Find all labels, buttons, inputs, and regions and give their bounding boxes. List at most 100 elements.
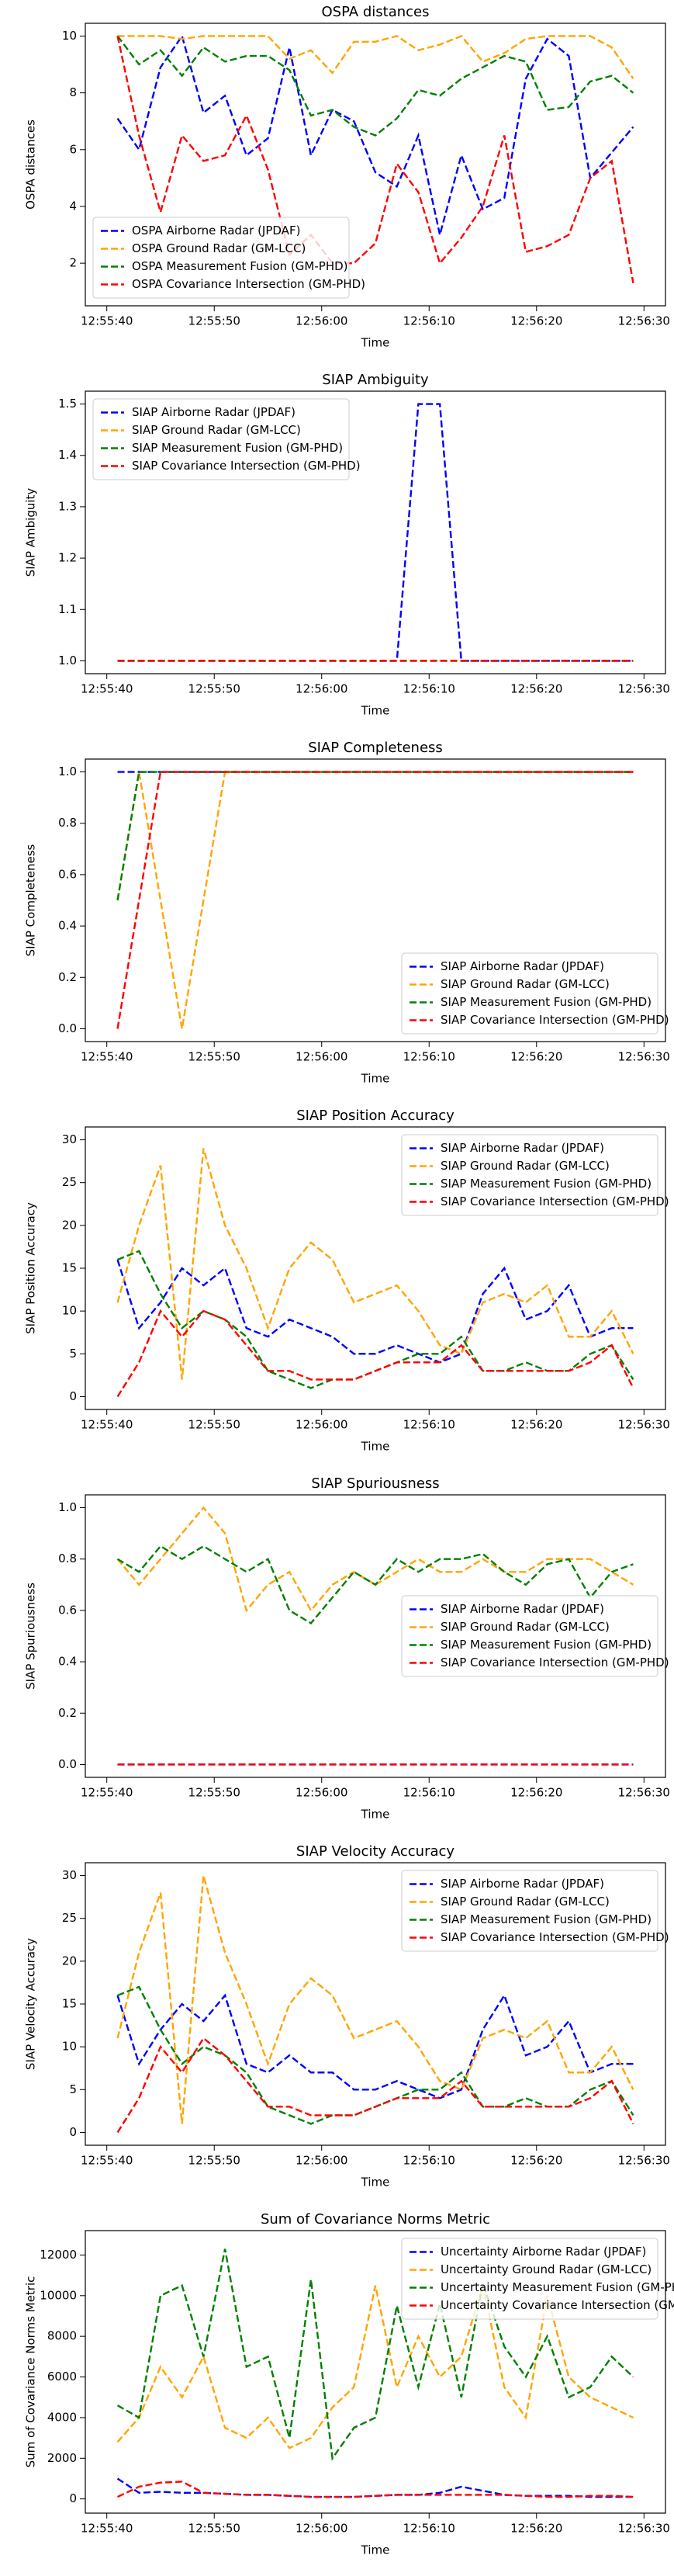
x-tick-label: 12:55:40	[81, 2154, 133, 2168]
y-tick-label: 0.6	[58, 1603, 77, 1617]
y-tick-label: 20	[62, 1218, 77, 1232]
legend-label: SIAP Covariance Intersection (GM-PHD)	[132, 459, 361, 473]
y-tick-label: 4000	[47, 2410, 77, 2424]
y-tick-label: 0	[69, 2125, 77, 2139]
y-tick-label: 25	[62, 1911, 77, 1925]
y-tick-label: 1.3	[58, 499, 77, 513]
y-tick-label: 1.5	[58, 397, 77, 411]
y-tick-label: 0.2	[58, 1706, 77, 1720]
chart-title: Sum of Covariance Norms Metric	[261, 2211, 490, 2228]
y-tick-label: 1.2	[58, 551, 77, 565]
series-line	[116, 1545, 634, 1625]
chart-title: SIAP Ambiguity	[322, 372, 429, 388]
y-tick-label: 12000	[40, 2248, 77, 2262]
legend-label: SIAP Ground Radar (GM-LCC)	[441, 1620, 610, 1634]
y-tick-label: 4	[69, 199, 77, 213]
x-tick-label: 12:56:00	[296, 1786, 347, 1800]
axes-frame	[85, 390, 666, 674]
x-tick-label: 12:55:40	[81, 1050, 133, 1064]
x-tick-label: 12:56:00	[296, 1418, 347, 1432]
legend-box	[401, 2238, 658, 2320]
y-tick-label: 0.4	[58, 1655, 77, 1669]
y-tick-label: 0	[69, 2491, 77, 2505]
y-tick-label: 1.0	[58, 764, 77, 778]
y-tick-label: 8	[69, 85, 77, 99]
x-tick-label: 12:56:10	[403, 314, 455, 328]
y-axis-label: SIAP Spuriousness	[24, 1583, 38, 1690]
x-tick-label: 12:56:10	[403, 1050, 455, 1064]
x-tick-label: 12:56:30	[618, 1786, 670, 1800]
series-line	[116, 36, 634, 283]
y-axis-label: Sum of Covariance Norms Metric	[24, 2276, 38, 2468]
x-axis-label: Time	[361, 704, 390, 718]
legend-label: SIAP Measurement Fusion (GM-PHD)	[441, 1912, 652, 1926]
series-line	[116, 1506, 634, 1613]
x-axis-label: Time	[361, 1808, 390, 1822]
legend-label: Uncertainty Measurement Fusion (GM-PHD)	[441, 2280, 674, 2294]
legend-label: SIAP Measurement Fusion (GM-PHD)	[441, 1638, 652, 1652]
y-tick-label: 10	[62, 1304, 77, 1318]
legend-box	[401, 1595, 658, 1677]
x-tick-label: 12:56:30	[618, 2154, 670, 2168]
y-tick-label: 5	[69, 1347, 77, 1361]
legend-label: SIAP Measurement Fusion (GM-PHD)	[441, 1177, 652, 1191]
x-axis-label: Time	[361, 2176, 390, 2189]
y-tick-label: 6000	[47, 2370, 77, 2384]
y-tick-label: 10	[62, 29, 77, 43]
legend-label: SIAP Airborne Radar (JPDAF)	[441, 1602, 604, 1616]
x-tick-label: 12:56:20	[510, 2154, 562, 2168]
y-tick-label: 0.4	[58, 919, 77, 933]
series-line	[116, 2037, 634, 2134]
y-tick-label: 2000	[47, 2451, 77, 2465]
legend-box	[401, 1870, 658, 1952]
x-tick-label: 12:56:20	[510, 314, 562, 328]
chart-title: SIAP Position Accuracy	[296, 1108, 455, 1124]
legend-label: SIAP Covariance Intersection (GM-PHD)	[441, 1656, 669, 1669]
x-tick-label: 12:56:30	[618, 2522, 670, 2536]
series-line	[117, 1250, 634, 1389]
legend-label: SIAP Covariance Intersection (GM-PHD)	[441, 1013, 669, 1027]
legend-box	[92, 217, 350, 299]
y-tick-label: 5	[69, 2082, 77, 2096]
y-tick-label: 6	[69, 142, 77, 156]
y-axis-label: OSPA distances	[24, 120, 38, 210]
legend-label: Uncertainty Ground Radar (GM-LCC)	[441, 2262, 652, 2276]
y-tick-label: 10	[62, 2040, 77, 2054]
chart-title: SIAP Completeness	[308, 740, 443, 756]
x-tick-label: 12:56:10	[403, 2154, 455, 2168]
x-tick-label: 12:55:50	[188, 682, 240, 696]
x-tick-label: 12:56:20	[510, 1418, 562, 1432]
y-tick-label: 0.8	[58, 816, 77, 830]
legend-label: OSPA Airborne Radar (JPDAF)	[132, 224, 300, 237]
series-line	[116, 33, 634, 235]
x-tick-label: 12:56:30	[618, 314, 670, 328]
series-line	[116, 1993, 634, 2099]
x-tick-label: 12:55:50	[188, 314, 240, 328]
x-tick-label: 12:56:20	[510, 2522, 562, 2536]
chart-title: SIAP Velocity Accuracy	[296, 1843, 455, 1860]
x-tick-label: 12:55:40	[81, 1418, 133, 1432]
axes-frame	[85, 1126, 666, 1410]
x-tick-label: 12:56:20	[510, 1786, 562, 1800]
x-tick-label: 12:56:00	[296, 314, 347, 328]
x-tick-label: 12:56:20	[510, 682, 562, 696]
x-tick-label: 12:56:30	[618, 1418, 670, 1432]
x-tick-label: 12:56:10	[403, 1786, 455, 1800]
x-tick-label: 12:56:00	[296, 2154, 347, 2168]
axes-frame	[85, 1862, 666, 2146]
series-line	[116, 2248, 634, 2461]
y-tick-label: 2	[69, 256, 77, 270]
legend-box	[401, 1134, 658, 1216]
y-tick-label: 15	[62, 1997, 77, 2011]
legend-label: SIAP Measurement Fusion (GM-PHD)	[441, 995, 652, 1009]
x-tick-label: 12:56:10	[403, 2522, 455, 2536]
legend-box	[92, 398, 350, 480]
chart-title: OSPA distances	[322, 4, 430, 20]
y-tick-label: 1.0	[58, 1500, 77, 1514]
y-tick-label: 0.0	[58, 1021, 77, 1035]
x-tick-label: 12:56:30	[618, 1050, 670, 1064]
series-line	[116, 771, 634, 901]
legend-box	[401, 952, 658, 1035]
axes-frame	[85, 23, 666, 307]
